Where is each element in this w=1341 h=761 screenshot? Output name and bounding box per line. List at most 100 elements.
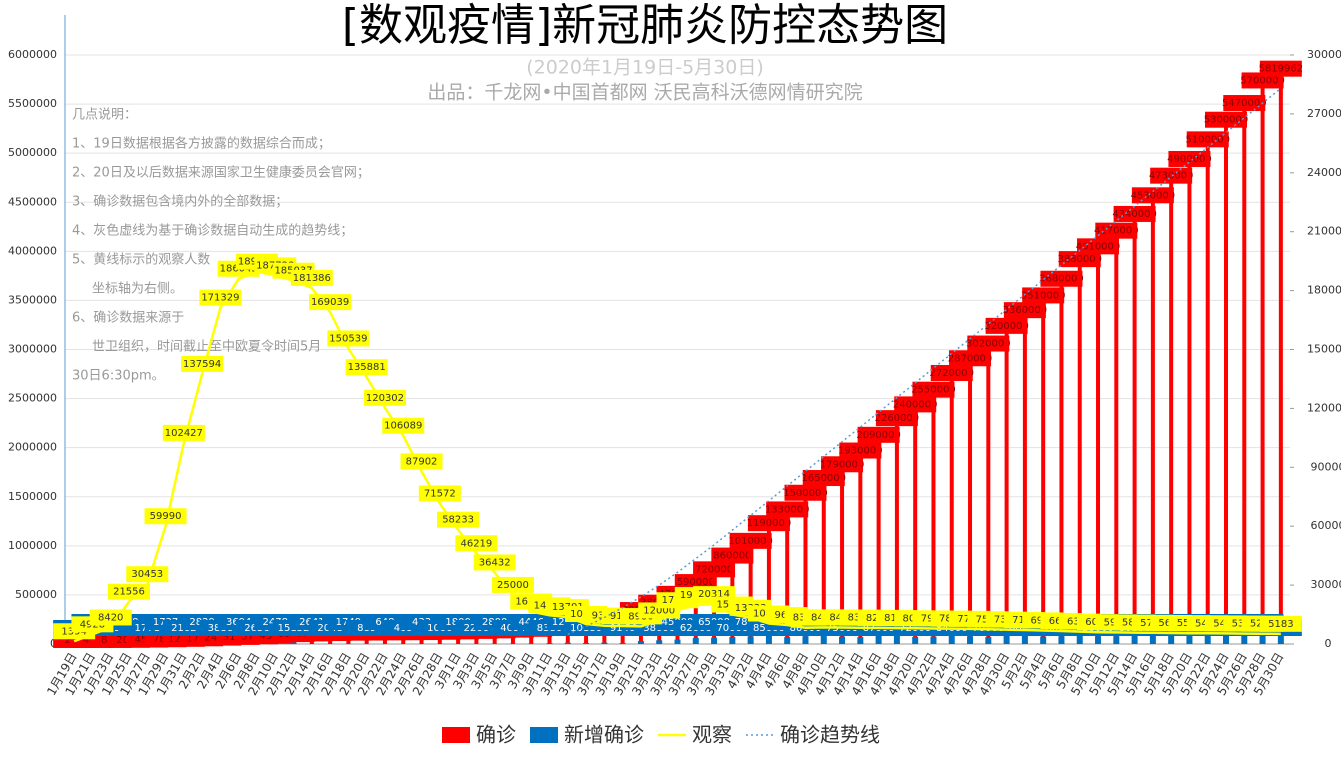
- confirmed-label: 3020000: [966, 339, 1011, 350]
- confirmed-label: 1930000: [838, 446, 883, 457]
- bar: [1204, 633, 1211, 644]
- confirmed-label: 1010000: [728, 536, 773, 547]
- observe-label-group: 59990: [144, 508, 187, 525]
- confirmed-label: 5100000: [1185, 134, 1230, 145]
- confirmed-label-group: 5470000: [1222, 95, 1267, 112]
- y-tick-label: 3500000: [8, 293, 57, 306]
- bar: [913, 408, 918, 644]
- bar: [1149, 634, 1156, 644]
- observe-label: 5183: [1268, 619, 1293, 630]
- bar: [1150, 199, 1155, 644]
- y2-tick-label: 90000: [1311, 460, 1341, 473]
- observe-label-group: 137594: [181, 355, 224, 372]
- bar: [1114, 234, 1119, 644]
- legend-label: 确诊: [476, 723, 516, 747]
- confirmed-label-group: 3880000: [1057, 251, 1102, 268]
- observe-label-group: 106089: [382, 417, 425, 434]
- confirmed-label-box: [693, 561, 736, 578]
- confirmed-label: 1500000: [783, 488, 828, 499]
- bar: [986, 347, 991, 644]
- observe-label-box: [363, 389, 406, 406]
- observe-label: 169039: [311, 297, 349, 308]
- confirmed-label-group: 4900000: [1167, 150, 1212, 167]
- observe-label-group: 5183: [1259, 615, 1302, 632]
- bar: [1095, 636, 1102, 644]
- confirmed-label-box: [1223, 95, 1266, 112]
- confirmed-label: 590000: [677, 577, 715, 588]
- confirmed-label: 5819962: [1259, 64, 1304, 75]
- bar: [1277, 632, 1284, 644]
- observe-label: 12000: [643, 605, 675, 616]
- confirmed-label-group: 3510000: [1021, 287, 1065, 304]
- observe-label: 8420: [98, 612, 123, 623]
- confirmed-label: 4010000: [1076, 241, 1121, 252]
- bar: [858, 454, 863, 644]
- bar: [747, 636, 754, 644]
- confirmed-label: 2090000: [856, 430, 901, 441]
- observe-label: 102427: [165, 428, 203, 439]
- confirmed-label-box: [766, 501, 809, 518]
- bar: [1096, 250, 1101, 644]
- bar: [1040, 636, 1047, 644]
- observe-label: 21556: [113, 587, 145, 598]
- chart-source: 出品：千龙网•中国首都网 沃民高科沃德网情研究院: [427, 82, 862, 104]
- observe-label-box: [327, 330, 370, 347]
- observe-label-box: [455, 535, 498, 552]
- confirmed-label-box: [1022, 287, 1065, 304]
- y2-tick-label: 120000: [1307, 401, 1341, 414]
- confirmed-label: 5300000: [1204, 115, 1249, 126]
- y2-tick-label: 240000: [1307, 166, 1341, 179]
- y-tick-label: 3000000: [8, 343, 57, 356]
- bar: [1205, 143, 1210, 644]
- confirmed-label-box: [1058, 251, 1101, 268]
- note-line: 坐标轴为右侧。: [92, 282, 183, 297]
- confirmed-label-group: 4170000: [1094, 222, 1139, 239]
- confirmed-label-box: [821, 456, 864, 473]
- y2-tick-label: 210000: [1307, 225, 1341, 238]
- confirmed-label: 1330000: [765, 504, 810, 515]
- series-line: [567, 87, 1282, 635]
- observe-label-box: [144, 508, 187, 525]
- confirmed-label-group: 3200000: [984, 317, 1029, 334]
- y-tick-label: 5000000: [8, 146, 57, 159]
- confirmed-label-box: [912, 381, 955, 398]
- observe-label: 58233: [442, 515, 474, 526]
- bar: [674, 639, 681, 644]
- bar: [930, 636, 937, 644]
- confirmed-label-group: 5100000: [1185, 131, 1230, 148]
- y2-tick-label: 180000: [1307, 284, 1341, 297]
- confirmed-label: 2550000: [911, 385, 956, 396]
- confirmed-label: 3880000: [1057, 254, 1102, 265]
- confirmed-label-box: [930, 364, 973, 381]
- bar: [912, 636, 919, 644]
- confirmed-label: 4340000: [1112, 209, 1157, 220]
- y2-tick-label: 150000: [1307, 343, 1341, 356]
- observe-label-group: 25000: [491, 576, 534, 593]
- bar: [839, 636, 846, 644]
- confirmed-label-group: 3020000: [966, 335, 1011, 352]
- confirmed-label: 5470000: [1222, 98, 1267, 109]
- note-line: 2、20日及以后数据来源国家卫生健康委员会官网；: [72, 165, 370, 181]
- bar: [1278, 72, 1283, 645]
- confirmed-label: 3200000: [984, 321, 1029, 332]
- confirmed-label-box: [1095, 222, 1138, 239]
- y-tick-label: 4500000: [8, 195, 57, 208]
- bar: [474, 634, 479, 644]
- observe-label-box: [437, 511, 480, 528]
- observe-label: 30453: [131, 569, 163, 580]
- y2-tick-label: 60000: [1311, 519, 1341, 532]
- bar: [1059, 282, 1064, 644]
- confirmed-label-box: [857, 426, 900, 443]
- bar: [290, 642, 297, 644]
- observe-label-box: [162, 424, 205, 441]
- observe-label-box: [199, 289, 242, 306]
- bar: [765, 635, 772, 644]
- confirmed-label-group: 2090000: [856, 426, 901, 443]
- bar: [948, 635, 955, 644]
- note-line: 6、确诊数据来源于: [72, 311, 184, 326]
- note-line: 1、19日数据根据各方披露的数据综合而成；: [72, 136, 331, 152]
- confirmed-label-group: 1330000: [765, 501, 810, 518]
- bar: [619, 643, 626, 644]
- confirmed-label-group: 5819962: [1259, 60, 1304, 77]
